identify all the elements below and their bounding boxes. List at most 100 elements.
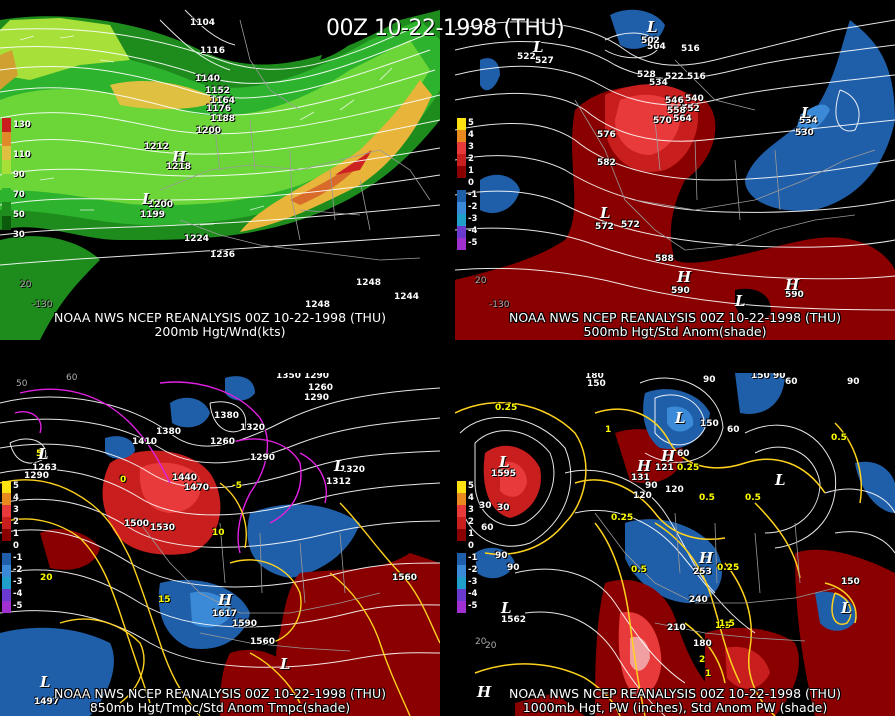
contour-label: 546 (665, 96, 684, 106)
colorbar-label: 2 (468, 517, 474, 527)
panel-500mb-height-anomaly: 5 4 3 2 1 0 -1 -2 -3 -4 -5 522 504 516 5… (455, 0, 895, 340)
colorbar-label: -2 (13, 565, 23, 575)
high-pressure-center: H (661, 447, 676, 465)
high-pressure-center: H (785, 276, 800, 294)
contour-label: 180 (693, 639, 712, 649)
contour-label: 210 (667, 623, 686, 633)
low-pressure-center: L (38, 445, 49, 463)
contour-label: 90 (703, 375, 716, 385)
contour-label: 534 (799, 116, 818, 126)
panel-850mb-map (0, 376, 440, 716)
low-pressure-center: L (735, 292, 746, 310)
colorbar-label: 110 (13, 150, 31, 160)
center-value: 1562 (501, 615, 527, 625)
precip-water-label: 0.25 (611, 513, 634, 523)
contour-label: 1104 (190, 18, 216, 28)
colorbar-label: 4 (468, 130, 474, 140)
latitude-label: 20 (20, 280, 32, 290)
low-pressure-center: L (280, 655, 291, 673)
contour-label: 1410 (132, 437, 158, 447)
contour-label: 572 (621, 220, 640, 230)
contour-label: 1380 (214, 411, 240, 421)
contour-label: 1350 (276, 373, 302, 381)
colorbar-label: 0 (13, 541, 19, 551)
center-value: 530 (795, 128, 814, 138)
colorbar-label: -3 (468, 577, 478, 587)
contour-label: 60 (481, 523, 494, 533)
colorbar-label: 0 (468, 178, 474, 188)
center-value: 1199 (140, 210, 166, 220)
panel-subtitle: 500mb Hgt/Std Anom(shade) (583, 324, 767, 339)
contour-label: 1236 (210, 250, 236, 260)
contour-label: 1188 (210, 114, 236, 124)
colorbar-label: 2 (468, 154, 474, 164)
longitude-label: -130 (32, 300, 53, 310)
contour-label: 150 (700, 419, 719, 429)
panel-caption: NOAA NWS NCEP REANALYSIS 00Z 10-22-1998 … (53, 310, 386, 325)
latitude-label: 60 (66, 373, 78, 383)
panel-200mb-map (0, 0, 440, 340)
panel-subtitle: 850mb Hgt/Tmpc/Std Anom Tmpc(shade) (89, 700, 351, 715)
low-pressure-center: L (533, 38, 544, 56)
contour-label: 60 (785, 377, 798, 387)
contour-label: 1176 (206, 104, 232, 114)
center-value: 1497 (34, 697, 60, 707)
colorbar-label: 30 (13, 230, 25, 240)
precip-water-label: 0.5 (631, 565, 647, 575)
contour-label: 1152 (205, 86, 231, 96)
temperature-label: 20 (40, 573, 53, 583)
high-pressure-center: H (637, 457, 652, 475)
colorbar-label: 5 (13, 481, 19, 491)
longitude-label: -130 (489, 300, 510, 310)
low-pressure-center: L (499, 453, 510, 471)
contour-label: 582 (597, 158, 616, 168)
contour-label: 1500 (124, 519, 150, 529)
colorbar-label: -4 (468, 589, 478, 599)
panel-500mb-map (455, 9, 895, 340)
contour-label: 504 (647, 42, 666, 52)
colorbar-label: -5 (468, 238, 478, 248)
colorbar-label: -1 (468, 553, 478, 563)
colorbar-std-anomaly (457, 481, 466, 613)
colorbar-label: 50 (13, 210, 25, 220)
contour-label: 1590 (232, 619, 258, 629)
contour-label: 558 (667, 106, 686, 116)
contour-label: 90 (847, 377, 860, 387)
temperature-label: 15 (158, 595, 171, 605)
contour-label: 150 (751, 373, 770, 381)
low-pressure-center: L (675, 409, 686, 427)
temperature-label: 10 (212, 528, 225, 538)
contour-label: 590 (785, 290, 804, 300)
low-pressure-center: L (142, 190, 153, 208)
contour-label: 1212 (144, 142, 170, 152)
colorbar-label: 1 (468, 166, 474, 176)
colorbar-wind-speed (2, 118, 11, 230)
contour-label: 1320 (240, 423, 266, 433)
contour-label: 1200 (196, 126, 222, 136)
colorbar-label: -5 (468, 601, 478, 611)
center-value: 1312 (326, 477, 352, 487)
temperature-label: -5 (232, 481, 242, 491)
contour-label: 90 (507, 563, 520, 573)
contour-label: 1530 (150, 523, 176, 533)
contour-label: 30 (497, 503, 510, 513)
colorbar-label: 3 (468, 505, 474, 515)
contour-label: 534 (649, 78, 668, 88)
colorbar-label: -1 (13, 553, 23, 563)
contour-label: 120 (665, 485, 684, 495)
colorbar-label: -1 (468, 190, 478, 200)
contour-label: 90 (773, 373, 786, 381)
contour-label: 120 (633, 491, 652, 501)
contour-label: 1320 (340, 465, 366, 475)
contour-label: 528 (637, 70, 656, 80)
contour-label: 540 (685, 94, 704, 104)
colorbar-std-anomaly (457, 118, 466, 250)
contour-label: 1244 (394, 292, 420, 302)
low-pressure-center: L (841, 599, 852, 617)
colorbar-label: 1 (13, 529, 19, 539)
contour-label: 60 (677, 449, 690, 459)
center-value: 527 (535, 56, 554, 66)
panel-200mb-height-wind: 130 110 90 70 50 30 1104 1116 1140 1152 … (0, 0, 440, 340)
center-value: 1218 (166, 162, 192, 172)
contour-label: 150 (841, 577, 860, 587)
